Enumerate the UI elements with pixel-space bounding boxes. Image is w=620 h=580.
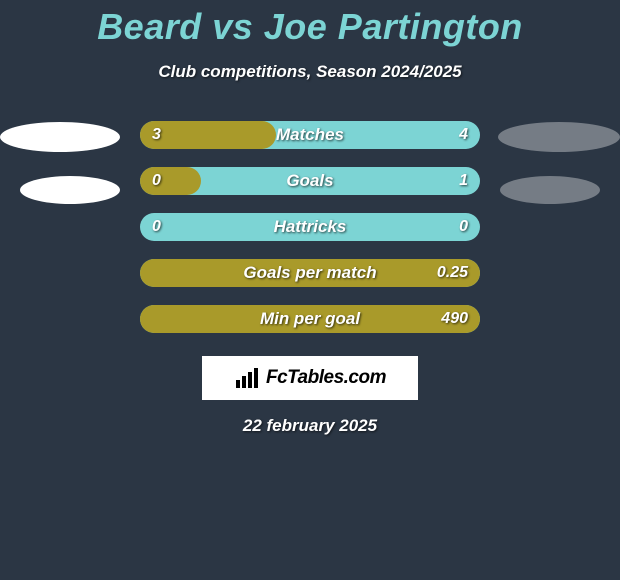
date-line: 22 february 2025	[0, 416, 620, 436]
stat-value-left: 0	[152, 167, 161, 195]
stat-value-right: 0	[459, 213, 468, 241]
stat-bar: 00Hattricks	[140, 213, 480, 241]
bar-background	[140, 213, 480, 241]
page-title: Beard vs Joe Partington	[0, 0, 620, 48]
ellipse-decoration	[20, 176, 120, 204]
stat-row: 490Min per goal	[0, 296, 620, 342]
logo-text: FcTables.com	[266, 367, 386, 389]
stat-bar: 490Min per goal	[140, 305, 480, 333]
stat-value-right: 4	[459, 121, 468, 149]
bar-fill	[140, 259, 480, 287]
stat-row: 00Hattricks	[0, 204, 620, 250]
bar-fill	[140, 167, 201, 195]
stat-value-left: 3	[152, 121, 161, 149]
stat-bar: 0.25Goals per match	[140, 259, 480, 287]
stat-value-right: 490	[441, 305, 468, 333]
stat-value-left: 0	[152, 213, 161, 241]
ellipse-decoration	[500, 176, 600, 204]
stat-row: 0.25Goals per match	[0, 250, 620, 296]
stat-value-right: 0.25	[437, 259, 468, 287]
bar-chart-icon	[234, 366, 262, 390]
subtitle: Club competitions, Season 2024/2025	[0, 62, 620, 82]
stat-value-right: 1	[459, 167, 468, 195]
logo-box: FcTables.com	[202, 356, 418, 400]
stat-bar: 01Goals	[140, 167, 480, 195]
stat-bar: 34Matches	[140, 121, 480, 149]
bar-fill	[140, 305, 480, 333]
ellipse-decoration	[0, 122, 120, 152]
ellipse-decoration	[498, 122, 620, 152]
